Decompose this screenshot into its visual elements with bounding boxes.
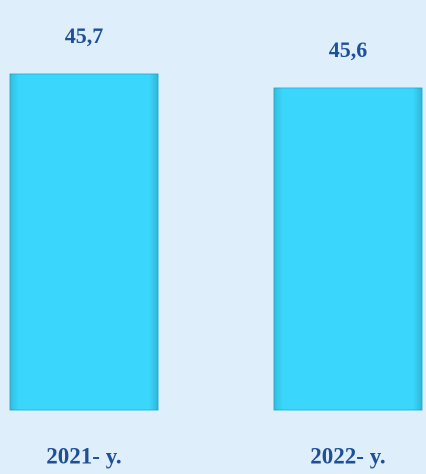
bar xyxy=(273,87,423,411)
value-label: 45,6 xyxy=(329,37,368,62)
x-tick-label: 2021- y. xyxy=(46,443,121,468)
value-label: 45,7 xyxy=(65,23,104,48)
x-tick-label: 2022- y. xyxy=(310,443,385,468)
bar xyxy=(9,73,159,411)
